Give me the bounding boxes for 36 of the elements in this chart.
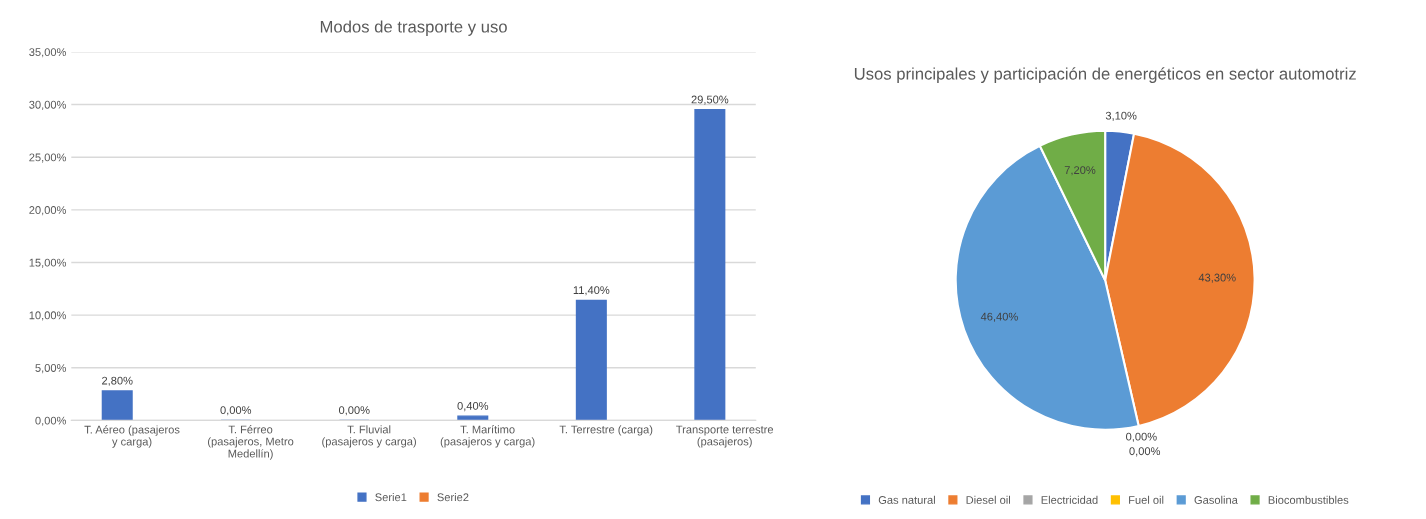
y-tick-label: 35,00% (29, 48, 67, 58)
y-tick-label: 25,00% (29, 153, 67, 163)
x-tick-label: T. Terrestre (carga) (559, 425, 653, 436)
text: 0,00% (1129, 447, 1161, 457)
legend-label: Biocombustibles (1268, 495, 1349, 504)
data-label: 7,20% (1064, 166, 1096, 176)
x-tick-label: T. Férreo (pasajeros, Metro Medellín) (208, 425, 294, 460)
legend-label: Fuel oil (1129, 495, 1164, 504)
text: 0,00% (1126, 432, 1157, 442)
data-label: 0,00% (338, 406, 370, 416)
x-tick-label: T. Marítimo (pasajeros y carga) (440, 425, 535, 448)
legend-label: Gasolina (1194, 495, 1238, 504)
data-label: 29,50% (691, 95, 729, 105)
y-tick-label: 10,00% (29, 311, 67, 321)
data-label: 46,40% (980, 312, 1018, 322)
y-tick-label: 15,00% (29, 258, 67, 268)
y-tick-label: 0,00% (35, 416, 67, 426)
x-tick-label: T. Fluvial (pasajeros y carga) (322, 425, 416, 448)
x-tick-label: T. Aéreo (pasajeros y carga) (84, 425, 180, 448)
data-label: 0,00% (220, 406, 252, 416)
legend-label: Diesel oil (966, 495, 1010, 504)
chart-title: Usos principales y participación de energéticos en sector automotriz (854, 67, 1356, 83)
y-tick-label: 30,00% (29, 100, 67, 110)
legend-label: Serie2 (437, 493, 469, 502)
data-label: 3,10% (1105, 111, 1137, 121)
x-tick-label: Transporte terrestre (pasajeros) (676, 425, 774, 448)
y-tick-label: 5,00% (35, 364, 67, 374)
data-label: 43,30% (1198, 273, 1236, 283)
data-label: 2,80% (102, 376, 133, 386)
legend-label: Serie1 (375, 493, 407, 502)
legend-label: Electricidad (1041, 495, 1098, 504)
chart-title: Modos de trasporte y uso (320, 20, 507, 36)
data-label: 0,40% (457, 401, 489, 412)
y-tick-label: 20,00% (29, 206, 67, 216)
legend-label: Gas natural (878, 495, 935, 504)
data-label: 11,40% (573, 286, 610, 296)
